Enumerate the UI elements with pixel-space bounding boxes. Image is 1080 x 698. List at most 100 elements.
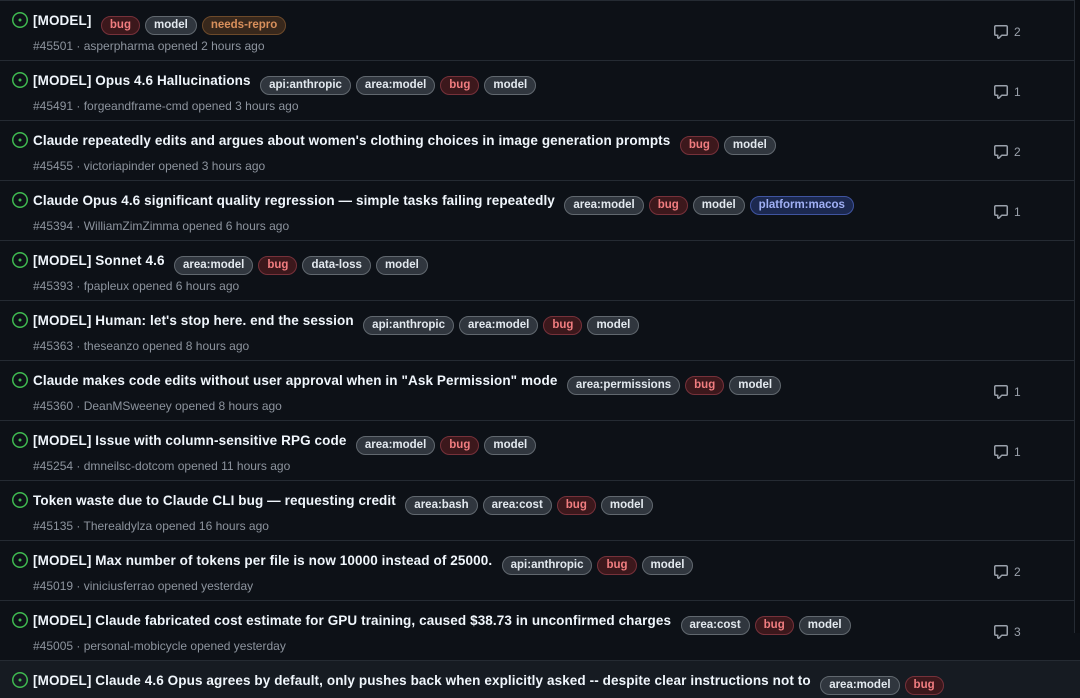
issue-label[interactable]: platform:macos — [749, 196, 854, 215]
list-right-border — [1074, 0, 1075, 633]
issue-row[interactable]: Claude Opus 4.6 significant quality regr… — [0, 180, 1080, 240]
comment-count[interactable]: 1 — [993, 84, 1021, 100]
comment-count[interactable]: 1 — [993, 444, 1021, 460]
issue-row[interactable]: [MODEL] Sonnet 4.6 area:model bug data-los… — [0, 240, 1080, 300]
issue-label[interactable]: bug — [556, 496, 596, 515]
issue-row-main: [MODEL] Claude 4.6 Opus agrees by defaul… — [12, 669, 984, 698]
issue-label[interactable]: bug — [440, 76, 480, 95]
comment-count[interactable]: 2 — [993, 24, 1021, 40]
issue-row-side: 2 — [984, 129, 1080, 174]
issue-label[interactable]: bug — [440, 436, 480, 455]
issue-label[interactable]: model — [144, 16, 197, 35]
issue-title[interactable]: [MODEL] Human: let's stop here. end the … — [33, 313, 354, 328]
issue-label[interactable]: model — [587, 316, 640, 335]
issue-label[interactable]: model — [600, 496, 653, 515]
issue-row[interactable]: [MODEL] Claude fabricated cost estimate … — [0, 600, 1080, 660]
issue-content: [MODEL] Max number of tokens per file is… — [33, 549, 984, 594]
issue-meta: #45491 · forgeandframe-cmd opened 3 hour… — [33, 99, 299, 113]
issue-label[interactable]: api:anthropic — [363, 316, 455, 335]
issue-label[interactable]: area:model — [355, 436, 436, 455]
issue-label[interactable]: model — [484, 76, 537, 95]
issue-label[interactable]: area:model — [355, 76, 436, 95]
issue-label[interactable]: bug — [904, 676, 944, 695]
issue-label[interactable]: needs-repro — [201, 16, 287, 35]
issue-row[interactable]: Claude repeatedly edits and argues about… — [0, 120, 1080, 180]
issue-row[interactable]: [MODEL] bug model needs-repro #45501 · asp… — [0, 0, 1080, 60]
issue-label[interactable]: area:model — [564, 196, 644, 215]
issue-label[interactable]: bug — [685, 376, 725, 395]
issue-row-side — [984, 249, 1080, 294]
issue-opened-icon — [12, 312, 28, 328]
comment-count[interactable]: 2 — [993, 144, 1021, 160]
issue-label[interactable]: area:cost — [482, 496, 552, 515]
issue-row[interactable]: [MODEL] Max number of tokens per file is… — [0, 540, 1080, 600]
issue-meta: #45394 · WilliamZimZimma opened 6 hours … — [33, 219, 290, 233]
issue-content: [MODEL] Human: let's stop here. end the … — [33, 309, 984, 354]
issue-row[interactable]: [MODEL] Human: let's stop here. end the … — [0, 300, 1080, 360]
issue-title[interactable]: [MODEL] Opus 4.6 Hallucinations — [33, 73, 251, 88]
comment-count[interactable]: 1 — [993, 384, 1021, 400]
issue-row[interactable]: [MODEL] Opus 4.6 Hallucinations api:anth… — [0, 60, 1080, 120]
issue-opened-icon — [12, 72, 28, 88]
issue-row-main: [MODEL] Max number of tokens per file is… — [12, 549, 984, 594]
issue-label[interactable]: area:cost — [680, 616, 750, 635]
title-line: Claude makes code edits without user app… — [33, 369, 976, 395]
issue-row-main: Claude Opus 4.6 significant quality regr… — [12, 189, 984, 234]
issue-row-main: Token waste due to Claude CLI bug — requ… — [12, 489, 984, 534]
issue-label[interactable]: model — [729, 376, 782, 395]
issue-meta: #45019 · viniciusferrao opened yesterday — [33, 579, 254, 593]
issue-row[interactable]: [MODEL] Claude 4.6 Opus agrees by defaul… — [0, 660, 1080, 698]
issue-label[interactable]: area:model — [459, 316, 539, 335]
issue-label[interactable]: bug — [100, 16, 140, 35]
issue-title[interactable]: [MODEL] Claude 4.6 Opus agrees by defaul… — [33, 673, 811, 688]
comment-count[interactable]: 3 — [993, 624, 1021, 640]
title-line: Claude Opus 4.6 significant quality regr… — [33, 189, 976, 215]
issue-meta: #45254 · dmneilsc-dotcom opened 11 hours… — [33, 459, 291, 473]
issue-label[interactable]: bug — [679, 136, 719, 155]
issue-label[interactable]: model — [641, 556, 694, 575]
issue-title[interactable]: Claude Opus 4.6 significant quality regr… — [33, 193, 555, 208]
issue-label[interactable]: model — [484, 436, 537, 455]
issue-label[interactable]: bug — [597, 556, 637, 575]
issue-opened-icon — [12, 252, 28, 268]
issue-title[interactable]: Claude makes code edits without user app… — [33, 373, 558, 388]
issue-label[interactable]: bug — [648, 196, 688, 215]
comment-count-number: 1 — [1014, 444, 1021, 459]
issue-row-side: 2 — [984, 9, 1080, 54]
issue-row-main: [MODEL] Issue with column-sensitive RPG … — [12, 429, 984, 474]
issue-title[interactable]: Claude repeatedly edits and argues about… — [33, 133, 671, 148]
title-line: [MODEL] Opus 4.6 Hallucinations api:anth… — [33, 69, 976, 95]
issue-label[interactable]: area:bash — [405, 496, 478, 515]
issue-opened-icon — [12, 12, 28, 28]
issue-opened-icon — [12, 372, 28, 388]
issue-title[interactable]: Token waste due to Claude CLI bug — requ… — [33, 493, 396, 508]
issue-title[interactable]: [MODEL] Max number of tokens per file is… — [33, 553, 493, 568]
issue-row[interactable]: [MODEL] Issue with column-sensitive RPG … — [0, 420, 1080, 480]
issue-meta: #45393 · fpapleux opened 6 hours ago — [33, 279, 240, 293]
issue-label[interactable]: bug — [543, 316, 583, 335]
issue-label[interactable]: model — [375, 256, 428, 275]
issue-title[interactable]: [MODEL] Claude fabricated cost estimate … — [33, 613, 672, 628]
issue-title[interactable]: [MODEL] Sonnet 4.6 — [33, 253, 165, 268]
title-line: [MODEL] bug model needs-repro — [33, 9, 976, 35]
issue-label[interactable]: model — [692, 196, 745, 215]
issue-label[interactable]: data-loss — [302, 256, 371, 275]
issue-label[interactable]: area:model — [174, 256, 254, 275]
issue-label[interactable]: area:model — [820, 676, 900, 695]
comment-count[interactable]: 1 — [993, 204, 1021, 220]
issue-label[interactable]: model — [798, 616, 851, 635]
issue-row-main: [MODEL] Opus 4.6 Hallucinations api:anth… — [12, 69, 984, 114]
issue-label[interactable]: bug — [258, 256, 298, 275]
issue-title[interactable]: [MODEL] — [33, 13, 92, 28]
issue-label[interactable]: bug — [754, 616, 794, 635]
issue-label[interactable]: area:permissions — [566, 376, 681, 395]
issue-row[interactable]: Token waste due to Claude CLI bug — requ… — [0, 480, 1080, 540]
issue-label[interactable]: model — [723, 136, 776, 155]
comment-count[interactable]: 2 — [993, 564, 1021, 580]
issue-label[interactable]: api:anthropic — [501, 556, 593, 575]
issue-label[interactable]: api:anthropic — [260, 76, 351, 95]
title-line: [MODEL] Sonnet 4.6 area:model bug data-los… — [33, 249, 976, 275]
issue-title[interactable]: [MODEL] Issue with column-sensitive RPG … — [33, 433, 347, 448]
issue-row[interactable]: Claude makes code edits without user app… — [0, 360, 1080, 420]
issue-content: [MODEL] Claude fabricated cost estimate … — [33, 609, 984, 654]
